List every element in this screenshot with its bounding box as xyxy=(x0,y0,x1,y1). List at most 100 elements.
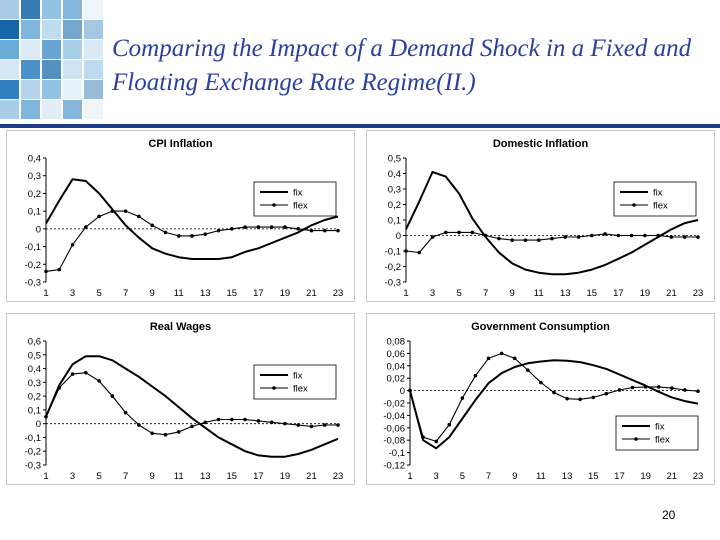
series-flex-point xyxy=(123,209,128,213)
x-tick-label: 7 xyxy=(123,288,128,299)
chart-legend: fix flex xyxy=(253,181,337,217)
y-tick-label: -0,2 xyxy=(385,262,401,273)
decor-tile xyxy=(84,0,103,19)
chart-title: Domestic Inflation xyxy=(493,138,589,150)
series-flex-point xyxy=(150,431,154,436)
y-tick-label: 0,1 xyxy=(388,216,401,227)
legend-label-fix: fix xyxy=(653,188,663,199)
x-tick-label: 19 xyxy=(280,288,291,299)
series-flex-point xyxy=(643,233,647,238)
decor-tile xyxy=(0,20,19,39)
series-flex-point xyxy=(57,267,62,272)
decor-tile xyxy=(84,40,103,59)
legend-label-flex: flex xyxy=(293,201,308,212)
x-tick-label: 3 xyxy=(430,288,435,299)
series-flex-point xyxy=(404,249,408,253)
y-tick-label: -0,1 xyxy=(389,448,405,459)
x-tick-label: 5 xyxy=(456,288,461,299)
decor-tile xyxy=(42,40,61,59)
legend-label-fix: fix xyxy=(293,371,303,382)
series-flex-point xyxy=(539,380,543,385)
series-flex-point xyxy=(137,214,141,219)
series-flex-point xyxy=(203,420,208,425)
series-flex-point xyxy=(150,223,154,228)
y-tick-label: 0,02 xyxy=(387,374,406,385)
y-tick-label: -0,2 xyxy=(25,260,41,271)
y-tick-label: -0,1 xyxy=(385,247,401,258)
legend-marker-flex xyxy=(272,386,276,390)
x-tick-label: 7 xyxy=(483,288,488,299)
series-flex-point xyxy=(123,410,128,415)
decor-tile xyxy=(21,20,40,39)
chart-frame xyxy=(366,313,715,485)
decor-tile xyxy=(63,20,82,39)
y-tick-label: -0,08 xyxy=(383,436,405,447)
series-flex-point xyxy=(190,424,194,429)
y-tick-label: -0,3 xyxy=(25,461,41,472)
series-flex-point xyxy=(322,423,327,427)
series-flex-point xyxy=(616,233,621,238)
x-tick-label: 17 xyxy=(253,288,264,299)
decor-tile xyxy=(42,20,61,39)
series-flex-point xyxy=(44,414,48,419)
decor-tile xyxy=(63,60,82,79)
series-flex-point xyxy=(176,234,181,238)
x-tick-label: 13 xyxy=(200,471,211,482)
x-tick-label: 7 xyxy=(123,471,128,482)
legend-label-fix: fix xyxy=(655,422,665,433)
series-flex-point xyxy=(563,235,568,239)
y-tick-label: 0 xyxy=(400,386,405,397)
series-flex-point xyxy=(656,385,661,389)
decor-tile xyxy=(0,80,19,99)
series-flex-point xyxy=(97,214,101,219)
x-tick-label: 15 xyxy=(588,471,599,482)
series-flex-point xyxy=(630,385,635,390)
series-flex-point xyxy=(322,228,327,233)
decor-tile xyxy=(84,80,103,99)
chart-title: Real Wages xyxy=(150,321,211,333)
x-tick-label: 23 xyxy=(693,471,704,482)
legend-box xyxy=(613,181,697,217)
series-flex-point xyxy=(309,228,314,233)
y-tick-label: 0,2 xyxy=(28,189,41,200)
x-tick-label: 17 xyxy=(613,288,624,299)
decor-tile xyxy=(0,0,19,19)
series-flex-point xyxy=(486,356,491,361)
x-tick-label: 15 xyxy=(227,288,238,299)
x-tick-label: 1 xyxy=(403,288,408,299)
series-flex-point xyxy=(434,439,438,444)
y-tick-label: 0,3 xyxy=(388,185,401,196)
x-tick-label: 23 xyxy=(693,288,704,299)
decor-tile xyxy=(0,100,19,119)
y-tick-label: 0,4 xyxy=(28,364,41,375)
series-flex-point xyxy=(499,351,504,356)
series-flex-point xyxy=(497,236,501,241)
decor-tile xyxy=(42,80,61,99)
x-tick-label: 1 xyxy=(43,288,48,299)
chart-legend: fix flex xyxy=(253,364,337,400)
series-flex-point xyxy=(629,233,634,238)
series-flex-point xyxy=(643,385,648,389)
domestic-inflation-chart: Domestic Inflation -0,3 -0,2 -0,1 0 0,1 0,2 0,3… xyxy=(366,130,715,302)
decor-tile xyxy=(0,40,19,59)
series-flex-point xyxy=(696,389,700,394)
series-flex-point xyxy=(473,373,478,378)
y-tick-label: 0 xyxy=(36,419,41,430)
x-tick-label: 19 xyxy=(280,471,291,482)
x-tick-label: 17 xyxy=(253,471,264,482)
x-tick-label: 11 xyxy=(174,288,184,299)
decor-tile xyxy=(63,80,82,99)
title-divider xyxy=(0,124,720,128)
legend-box xyxy=(615,415,699,451)
y-tick-label: -0,1 xyxy=(25,433,41,444)
series-flex-point xyxy=(163,432,168,437)
y-tick-label: 0,06 xyxy=(387,349,406,360)
series-fix-line xyxy=(45,355,339,458)
chart-title: CPI Inflation xyxy=(148,138,212,150)
series-flex-point xyxy=(283,421,287,426)
series-flex-point xyxy=(670,386,674,390)
series-flex-point xyxy=(110,394,115,398)
series-flex-point xyxy=(296,227,300,231)
y-tick-label: 0,4 xyxy=(28,154,41,165)
real-wages-chart: Real Wages -0,3 -0,2 -0,1 0 0,1 0,2 0,3 0,4 0,5 0,… xyxy=(6,313,355,485)
